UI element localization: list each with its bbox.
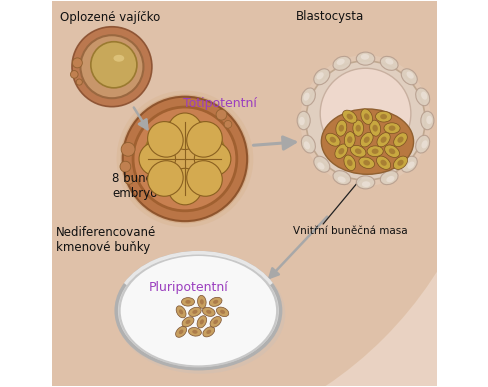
Circle shape bbox=[70, 70, 78, 78]
Ellipse shape bbox=[332, 171, 350, 185]
Ellipse shape bbox=[181, 298, 194, 306]
Text: Pluripotentní: Pluripotentní bbox=[149, 281, 228, 294]
Ellipse shape bbox=[313, 69, 329, 85]
Ellipse shape bbox=[384, 145, 399, 158]
Circle shape bbox=[224, 120, 231, 128]
Circle shape bbox=[125, 176, 133, 184]
Ellipse shape bbox=[206, 310, 211, 314]
Ellipse shape bbox=[380, 160, 386, 166]
Text: Nediferencované
kmenové buňky: Nediferencované kmenové buňky bbox=[56, 226, 156, 254]
Ellipse shape bbox=[426, 116, 431, 124]
Ellipse shape bbox=[397, 160, 403, 166]
Ellipse shape bbox=[356, 176, 374, 189]
Ellipse shape bbox=[369, 120, 380, 136]
Ellipse shape bbox=[406, 72, 413, 79]
Ellipse shape bbox=[360, 109, 372, 124]
Ellipse shape bbox=[363, 160, 369, 166]
Circle shape bbox=[216, 110, 226, 120]
Ellipse shape bbox=[182, 317, 194, 327]
Ellipse shape bbox=[393, 133, 407, 147]
Ellipse shape bbox=[185, 320, 190, 324]
Ellipse shape bbox=[144, 120, 225, 194]
Circle shape bbox=[72, 58, 82, 68]
Ellipse shape bbox=[337, 176, 345, 183]
Ellipse shape bbox=[303, 92, 309, 101]
Ellipse shape bbox=[139, 142, 175, 176]
Ellipse shape bbox=[301, 135, 315, 153]
Circle shape bbox=[120, 161, 130, 172]
Text: Totipotentní: Totipotentní bbox=[183, 97, 256, 110]
Ellipse shape bbox=[186, 122, 222, 157]
Ellipse shape bbox=[380, 171, 397, 185]
Ellipse shape bbox=[313, 156, 329, 172]
Ellipse shape bbox=[216, 307, 228, 317]
Ellipse shape bbox=[338, 148, 344, 154]
Ellipse shape bbox=[147, 161, 183, 196]
Ellipse shape bbox=[199, 319, 203, 324]
Ellipse shape bbox=[197, 295, 206, 308]
Ellipse shape bbox=[388, 125, 395, 131]
Circle shape bbox=[320, 68, 410, 159]
Ellipse shape bbox=[325, 133, 340, 146]
Ellipse shape bbox=[209, 297, 222, 307]
Ellipse shape bbox=[380, 137, 386, 143]
Text: Vnitřní buněčná masa: Vnitřní buněčná masa bbox=[292, 226, 407, 236]
Ellipse shape bbox=[186, 161, 222, 196]
Ellipse shape bbox=[343, 155, 355, 171]
Circle shape bbox=[305, 61, 424, 180]
Ellipse shape bbox=[380, 57, 397, 70]
Ellipse shape bbox=[179, 309, 183, 314]
Circle shape bbox=[120, 94, 249, 223]
Ellipse shape bbox=[188, 307, 201, 317]
Ellipse shape bbox=[363, 137, 369, 143]
Ellipse shape bbox=[352, 120, 363, 136]
Ellipse shape bbox=[147, 122, 183, 157]
Ellipse shape bbox=[354, 149, 361, 154]
Ellipse shape bbox=[203, 327, 214, 337]
Ellipse shape bbox=[202, 307, 215, 316]
Ellipse shape bbox=[206, 330, 211, 334]
Ellipse shape bbox=[346, 136, 352, 143]
Ellipse shape bbox=[407, 161, 414, 169]
Ellipse shape bbox=[332, 57, 350, 70]
Text: Oplozené vajíčko: Oplozené vajíčko bbox=[60, 11, 160, 24]
Ellipse shape bbox=[200, 299, 203, 305]
Ellipse shape bbox=[192, 330, 197, 334]
Ellipse shape bbox=[366, 146, 383, 157]
Ellipse shape bbox=[213, 300, 218, 304]
Ellipse shape bbox=[188, 327, 201, 336]
Ellipse shape bbox=[344, 132, 354, 148]
Ellipse shape bbox=[301, 88, 315, 106]
Ellipse shape bbox=[401, 69, 416, 85]
Ellipse shape bbox=[360, 132, 372, 147]
Ellipse shape bbox=[220, 310, 224, 314]
Ellipse shape bbox=[376, 133, 389, 147]
Ellipse shape bbox=[376, 156, 390, 170]
Ellipse shape bbox=[397, 137, 403, 143]
Circle shape bbox=[116, 91, 253, 227]
Ellipse shape bbox=[192, 310, 197, 314]
Circle shape bbox=[91, 42, 137, 88]
Ellipse shape bbox=[388, 148, 394, 154]
Ellipse shape bbox=[175, 326, 186, 337]
Ellipse shape bbox=[329, 137, 335, 143]
Circle shape bbox=[133, 107, 236, 211]
Ellipse shape bbox=[386, 176, 394, 182]
Ellipse shape bbox=[372, 125, 377, 132]
Ellipse shape bbox=[346, 114, 352, 120]
Ellipse shape bbox=[167, 113, 202, 149]
Ellipse shape bbox=[213, 320, 218, 324]
Circle shape bbox=[122, 97, 247, 221]
Ellipse shape bbox=[355, 125, 360, 132]
Ellipse shape bbox=[415, 88, 429, 106]
Ellipse shape bbox=[350, 146, 365, 157]
Ellipse shape bbox=[113, 55, 124, 62]
Ellipse shape bbox=[316, 72, 323, 79]
Ellipse shape bbox=[317, 162, 324, 170]
Ellipse shape bbox=[371, 149, 378, 154]
Ellipse shape bbox=[360, 54, 368, 60]
Ellipse shape bbox=[421, 140, 427, 148]
Text: 8 buněčné
embryо: 8 buněčné embryо bbox=[112, 172, 174, 200]
Circle shape bbox=[72, 27, 152, 107]
